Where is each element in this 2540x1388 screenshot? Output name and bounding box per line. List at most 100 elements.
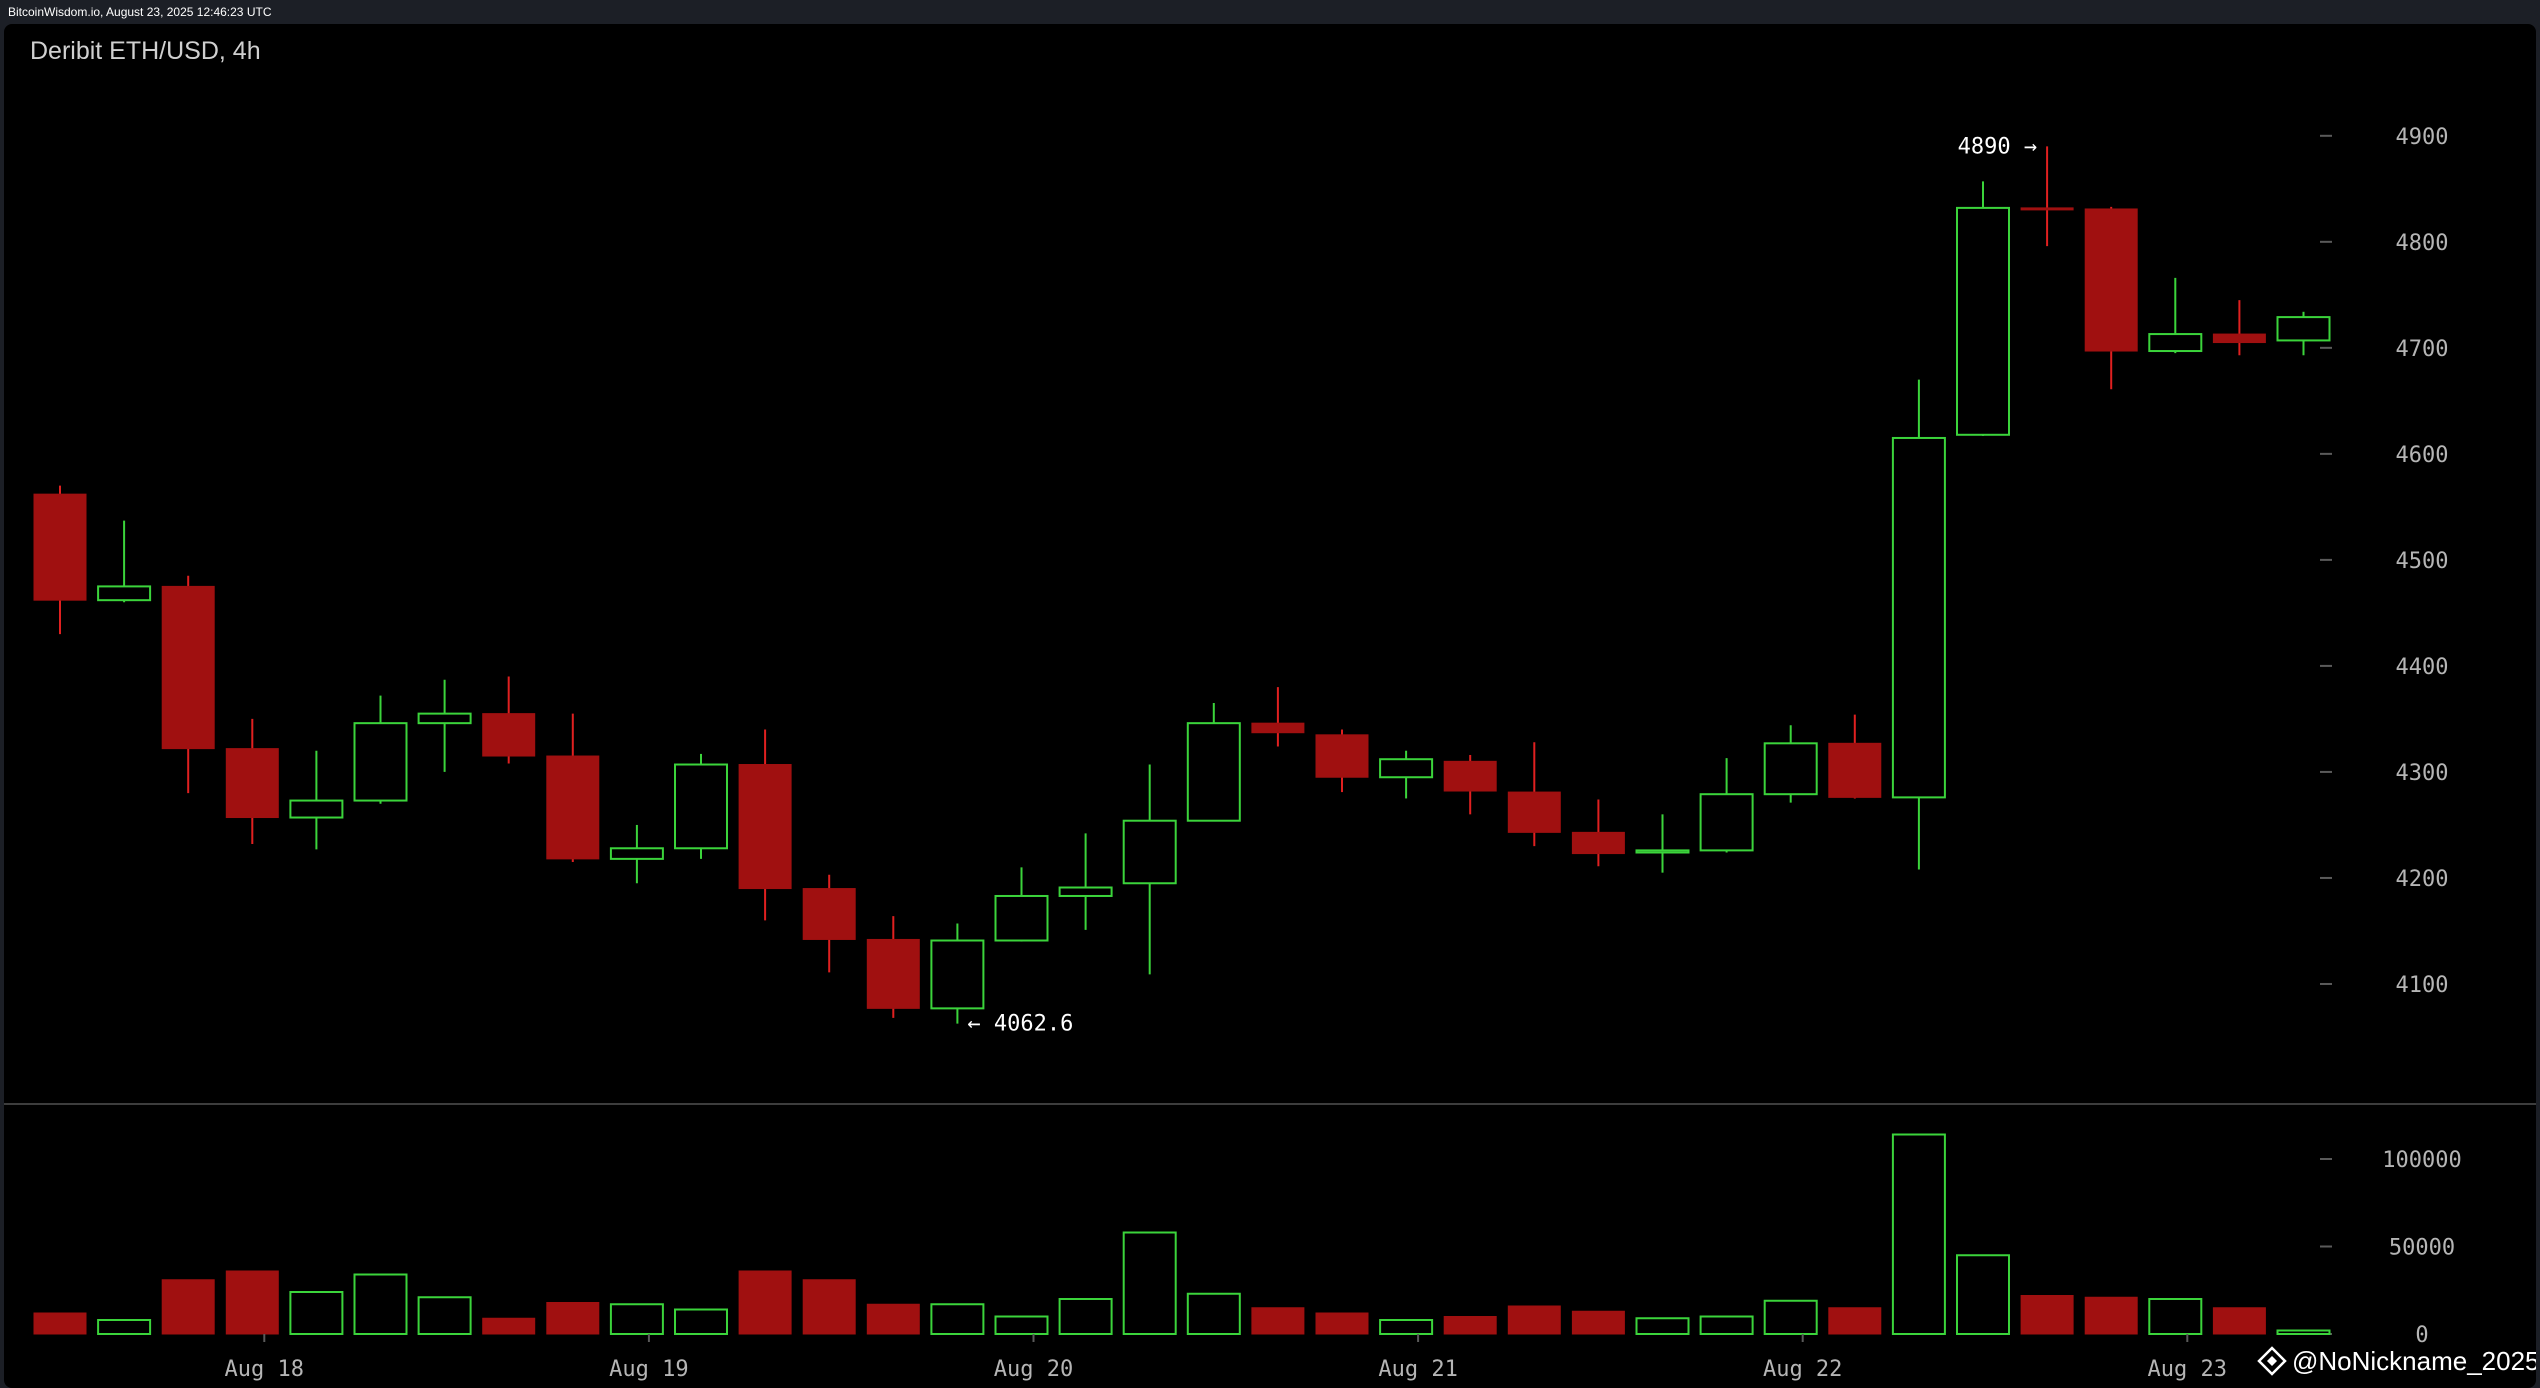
volume-bar-down bbox=[2084, 1296, 2138, 1335]
volume-bar-down bbox=[1443, 1316, 1497, 1335]
price-tick-label: 4300 bbox=[2396, 761, 2449, 786]
price-tick-label: 4900 bbox=[2396, 125, 2449, 150]
volume-bar-up bbox=[674, 1308, 728, 1335]
candle-body-up bbox=[609, 847, 664, 860]
candle bbox=[1507, 742, 1561, 847]
date-tick-label: Aug 22 bbox=[1763, 1357, 1842, 1382]
candle-body-up bbox=[930, 939, 985, 1010]
low-annotation: ← 4062.6 bbox=[967, 1012, 1073, 1037]
price-tick-label: 4200 bbox=[2396, 867, 2449, 892]
volume-bar-down bbox=[546, 1302, 600, 1335]
candle bbox=[1699, 758, 1754, 853]
volume-tick-label: 50000 bbox=[2389, 1236, 2455, 1261]
volume-bar-up bbox=[2276, 1329, 2331, 1335]
candle bbox=[2148, 277, 2203, 354]
candle bbox=[482, 676, 536, 764]
volume-tick-label: 0 bbox=[2415, 1323, 2428, 1348]
price-tick-label: 4800 bbox=[2396, 231, 2449, 256]
candle bbox=[1122, 764, 1177, 975]
candle bbox=[417, 679, 472, 772]
candle-body-up bbox=[1122, 819, 1177, 885]
candle-body-up bbox=[994, 894, 1049, 942]
volume-bar-up bbox=[1058, 1298, 1113, 1335]
candle-body-up bbox=[674, 763, 728, 850]
candle bbox=[1635, 814, 1690, 873]
candle bbox=[1251, 687, 1305, 747]
volume-bar-down bbox=[2212, 1307, 2266, 1335]
candle bbox=[1956, 181, 2010, 436]
price-tick-label: 4700 bbox=[2396, 337, 2449, 362]
volume-bar-down bbox=[866, 1303, 920, 1335]
candle bbox=[1828, 714, 1882, 799]
watermark-text: @NoNickname_2025 bbox=[2292, 1346, 2536, 1376]
volume-bar-down bbox=[1251, 1307, 1305, 1335]
candle-body-down bbox=[1251, 722, 1305, 734]
candles-group bbox=[33, 146, 2331, 1024]
volume-bar-down bbox=[802, 1279, 856, 1335]
candle bbox=[1186, 703, 1241, 822]
candle-body-up bbox=[1635, 849, 1690, 854]
candle-body-down bbox=[866, 938, 920, 1009]
candle bbox=[353, 695, 408, 804]
logo-icon bbox=[2257, 1346, 2287, 1376]
volume-bar-up bbox=[930, 1303, 985, 1335]
candle-body-up bbox=[1763, 742, 1818, 796]
candle-body-up bbox=[1186, 722, 1241, 822]
candle-body-up bbox=[1699, 793, 1754, 852]
volume-bar-down bbox=[161, 1279, 215, 1335]
volume-bar-up bbox=[1379, 1319, 1434, 1335]
volume-bar-up bbox=[1956, 1254, 2010, 1335]
candle-body-down bbox=[2020, 207, 2074, 211]
candle-body-up bbox=[2276, 316, 2331, 342]
candle bbox=[1571, 799, 1625, 867]
candle bbox=[97, 520, 152, 603]
candle-body-down bbox=[33, 493, 87, 601]
candle bbox=[1315, 729, 1369, 793]
candle-body-down bbox=[1507, 791, 1561, 833]
volume-bar-up bbox=[609, 1303, 664, 1335]
volume-bar-up bbox=[1122, 1231, 1177, 1335]
candle bbox=[2020, 146, 2074, 247]
date-tick-label: Aug 21 bbox=[1378, 1357, 1457, 1382]
volume-bar-up bbox=[1763, 1299, 1818, 1335]
candle-body-down bbox=[1443, 760, 1497, 792]
volume-bar-down bbox=[225, 1270, 279, 1335]
candle-body-up bbox=[97, 585, 152, 602]
candle-body-down bbox=[225, 748, 279, 819]
candle bbox=[738, 729, 792, 921]
volume-tick-label: 100000 bbox=[2382, 1148, 2461, 1173]
high-annotation: 4890 → bbox=[1958, 134, 2037, 159]
volume-bar-up bbox=[97, 1319, 152, 1335]
volume-bar-up bbox=[994, 1315, 1049, 1335]
candle-body-down bbox=[546, 755, 600, 860]
volume-bar-up bbox=[417, 1296, 472, 1335]
candle-body-up bbox=[289, 799, 344, 819]
annotations-group: 4890 → ← 4062.6 bbox=[967, 134, 2037, 1036]
volume-bar-up bbox=[1891, 1133, 1946, 1335]
volume-bar-down bbox=[1315, 1312, 1369, 1335]
candle-body-up bbox=[2148, 333, 2203, 353]
candle bbox=[2276, 311, 2331, 356]
candle-body-down bbox=[1571, 831, 1625, 855]
volume-bar-up bbox=[353, 1273, 408, 1335]
candle bbox=[225, 718, 279, 845]
candle bbox=[674, 753, 728, 859]
candle bbox=[1891, 379, 1946, 870]
candle bbox=[2084, 206, 2138, 390]
price-tick-label: 4400 bbox=[2396, 655, 2449, 680]
candle bbox=[994, 867, 1049, 942]
candle bbox=[546, 713, 600, 863]
candle-body-up bbox=[353, 722, 408, 802]
candle-body-down bbox=[1315, 734, 1369, 778]
candle-body-down bbox=[1828, 742, 1882, 798]
volume-bar-down bbox=[482, 1317, 536, 1335]
candle-body-up bbox=[1956, 206, 2010, 436]
candle-body-down bbox=[2212, 333, 2266, 344]
date-tick-label: Aug 20 bbox=[994, 1357, 1073, 1382]
volume-bar-down bbox=[738, 1270, 792, 1335]
candle-body-up bbox=[1058, 886, 1113, 897]
candle bbox=[1379, 750, 1434, 799]
candle bbox=[161, 575, 215, 794]
candle bbox=[1058, 833, 1113, 930]
candle bbox=[2212, 300, 2266, 356]
